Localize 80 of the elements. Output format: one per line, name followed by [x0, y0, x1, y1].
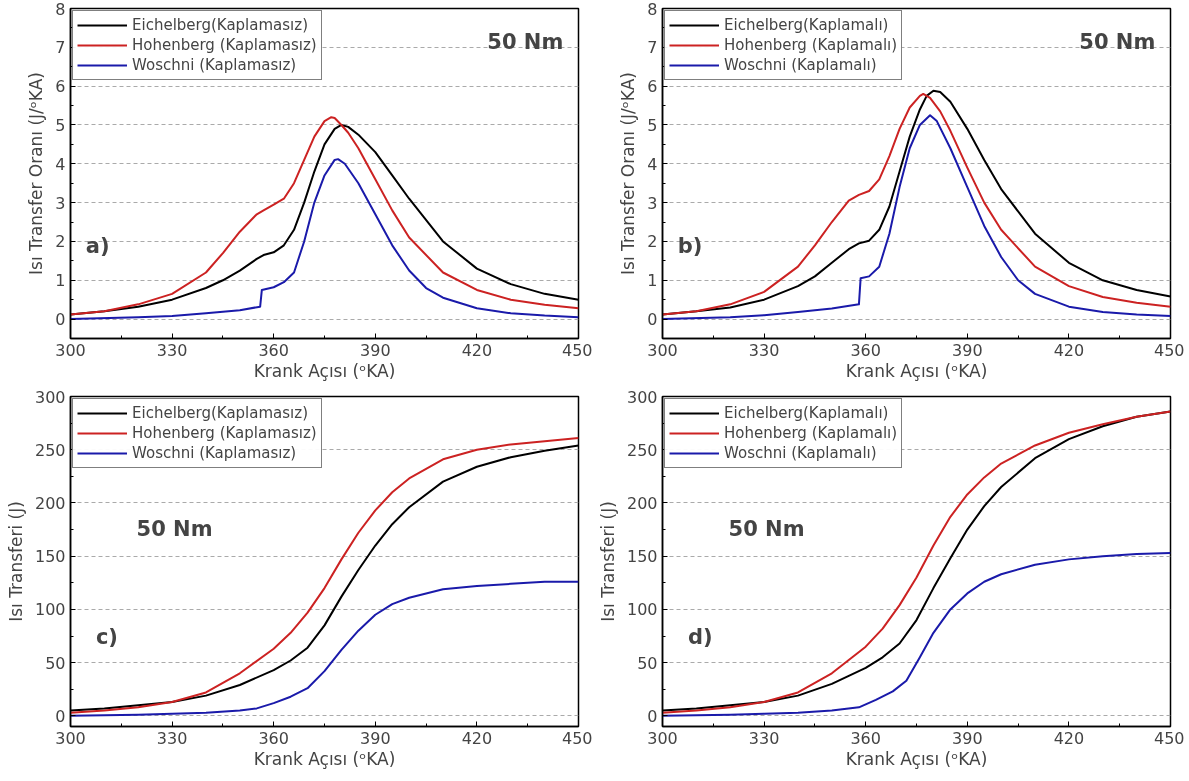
y-tick-label: 7 [647, 38, 658, 58]
y-tick-label: 6 [647, 77, 658, 97]
annotation: 50 Nm [487, 29, 564, 54]
y-tick-label: 8 [55, 0, 66, 19]
x-tick-label: 420 [461, 340, 493, 360]
annotation: 50 Nm [1079, 29, 1156, 54]
y-tick-label: 50 [45, 653, 66, 673]
y-axis-title: Isı Transfer Oranı (J/ᵒKA) [618, 72, 639, 275]
x-tick-label: 360 [850, 728, 881, 748]
legend-label: Hohenberg (Kaplamasız) [132, 36, 317, 54]
y-tick-label: 250 [626, 440, 658, 460]
x-tick-label: 330 [748, 728, 780, 748]
y-tick-label: 300 [626, 387, 658, 407]
y-tick-label: 1 [647, 271, 658, 291]
x-tick-label: 450 [561, 340, 593, 360]
x-tick-label: 450 [561, 728, 593, 748]
y-tick-label: 4 [55, 154, 66, 174]
y-tick-label: 1 [55, 271, 66, 291]
x-tick-label: 390 [952, 728, 983, 748]
legend-label: Woschni (Kaplamalı) [724, 444, 877, 462]
y-tick-label: 0 [55, 706, 66, 726]
y-tick-label: 8 [647, 0, 658, 19]
y-tick-label: 50 [637, 653, 658, 673]
y-tick-label: 100 [34, 600, 66, 620]
x-tick-label: 450 [1153, 340, 1185, 360]
legend-label: Eichelberg(Kaplamasız) [132, 404, 308, 422]
x-tick-label: 390 [360, 728, 391, 748]
x-tick-label: 390 [360, 340, 391, 360]
y-tick-label: 150 [626, 547, 658, 567]
x-axis-title: Krank Açısı (ᵒKA) [253, 360, 396, 381]
x-tick-label: 330 [156, 728, 188, 748]
y-tick-label: 200 [34, 493, 66, 513]
legend-label: Hohenberg (Kaplamalı) [724, 36, 898, 54]
y-tick-label: 0 [647, 310, 658, 330]
y-axis-title: Isı Transferi (J) [5, 501, 26, 622]
x-tick-label: 450 [1153, 728, 1185, 748]
legend-label: Eichelberg(Kaplamalı) [724, 16, 889, 34]
y-tick-label: 2 [55, 232, 66, 252]
y-tick-label: 3 [647, 193, 658, 213]
y-axis-title: Isı Transfer Oranı (J/ᵒKA) [26, 72, 47, 275]
x-tick-label: 390 [952, 340, 983, 360]
y-tick-label: 3 [55, 193, 66, 213]
annotation: 50 Nm [728, 516, 805, 541]
x-axis-title: Krank Açısı (ᵒKA) [845, 360, 988, 381]
legend-label: Hohenberg (Kaplamasız) [132, 424, 317, 442]
annotation: a) [85, 234, 110, 259]
x-tick-label: 330 [748, 340, 780, 360]
annotation: c) [95, 625, 118, 650]
y-tick-label: 150 [34, 547, 66, 567]
y-tick-label: 6 [55, 77, 66, 97]
annotation: d) [687, 625, 713, 650]
y-tick-label: 300 [34, 387, 66, 407]
annotation: 50 Nm [136, 516, 213, 541]
x-axis-title: Krank Açısı (ᵒKA) [845, 748, 988, 769]
legend-label: Eichelberg(Kaplamasız) [132, 16, 308, 34]
legend-label: Woschni (Kaplamalı) [724, 56, 877, 74]
x-tick-label: 360 [258, 728, 289, 748]
y-tick-label: 2 [647, 232, 658, 252]
x-tick-label: 420 [1053, 728, 1085, 748]
y-axis-title: Isı Transferi (J) [597, 501, 618, 622]
legend-label: Woschni (Kaplamasız) [132, 56, 297, 74]
y-tick-label: 0 [55, 310, 66, 330]
y-tick-label: 250 [34, 440, 66, 460]
y-tick-label: 5 [55, 115, 66, 135]
y-tick-label: 100 [626, 600, 658, 620]
y-tick-label: 7 [55, 38, 66, 58]
x-axis-title: Krank Açısı (ᵒKA) [253, 748, 396, 769]
y-tick-label: 5 [647, 115, 658, 135]
y-tick-label: 200 [626, 493, 658, 513]
y-tick-label: 4 [647, 154, 658, 174]
annotation: b) [677, 234, 703, 259]
x-tick-label: 420 [461, 728, 493, 748]
x-tick-label: 360 [850, 340, 881, 360]
legend-label: Hohenberg (Kaplamalı) [724, 424, 898, 442]
x-tick-label: 330 [156, 340, 188, 360]
legend-label: Woschni (Kaplamasız) [132, 444, 297, 462]
x-tick-label: 360 [258, 340, 289, 360]
legend-label: Eichelberg(Kaplamalı) [724, 404, 889, 422]
x-tick-label: 420 [1053, 340, 1085, 360]
y-tick-label: 0 [647, 706, 658, 726]
